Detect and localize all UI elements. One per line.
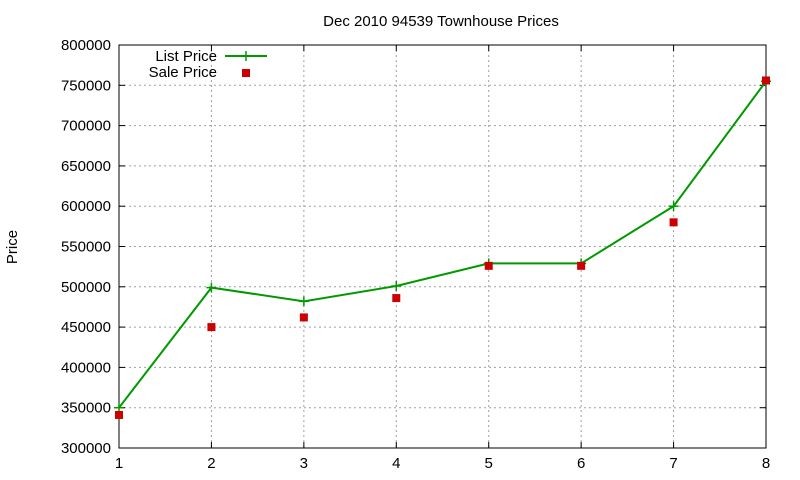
y-axis-label: Price — [4, 230, 21, 264]
y-tick-label: 350000 — [61, 400, 111, 417]
legend-marker — [242, 69, 250, 77]
series-layer — [114, 76, 771, 419]
legend-label: List Price — [155, 48, 217, 65]
x-tick-label: 4 — [392, 455, 400, 472]
legend-marker — [241, 51, 251, 61]
y-tick-label: 600000 — [61, 198, 111, 215]
y-tick-label: 450000 — [61, 319, 111, 336]
sale-price-point — [392, 294, 401, 303]
x-axis: 1 2 3 4 5 6 7 8 — [115, 45, 770, 472]
list-price-line — [118, 80, 767, 409]
sale-price-point — [115, 410, 123, 419]
y-tick-label: 700000 — [61, 118, 111, 135]
chart-title: Dec 2010 94539 Townhouse Prices — [323, 13, 559, 30]
y-tick-label: 400000 — [61, 359, 111, 376]
x-tick-label: 2 — [207, 455, 215, 472]
x-tick-label: 5 — [485, 455, 493, 472]
sale-price-point — [299, 313, 308, 322]
sale-price-point — [577, 261, 586, 270]
legend-label: Sale Price — [149, 64, 217, 81]
list-price-point — [668, 201, 679, 212]
list-price-point — [391, 280, 402, 291]
y-axis: 300000 350000 400000 450000 500000 550000 6000… — [61, 37, 766, 457]
x-tick-label: 7 — [669, 455, 677, 472]
series-list-price — [114, 76, 771, 413]
y-tick-label: 800000 — [61, 37, 111, 54]
legend-item-list-price: List Price — [155, 48, 267, 65]
y-tick-label: 550000 — [61, 239, 111, 256]
plot-frame — [118, 44, 767, 449]
y-tick-label: 300000 — [61, 440, 111, 457]
y-tick-label: 650000 — [61, 158, 111, 175]
list-price-point — [298, 296, 309, 307]
series-sale-price — [115, 76, 770, 419]
sale-price-point — [207, 323, 216, 332]
y-tick-label: 750000 — [61, 77, 111, 94]
x-tick-label: 6 — [577, 455, 585, 472]
x-tick-label: 3 — [300, 455, 308, 472]
grid — [119, 45, 766, 448]
sale-price-point — [484, 261, 493, 270]
sale-price-point — [669, 218, 678, 227]
x-tick-label: 1 — [115, 455, 123, 472]
legend-item-sale-price: Sale Price — [149, 64, 250, 81]
list-price-point — [206, 282, 217, 293]
x-tick-label: 8 — [762, 455, 770, 472]
sale-price-point — [762, 76, 770, 85]
y-tick-label: 500000 — [61, 279, 111, 296]
